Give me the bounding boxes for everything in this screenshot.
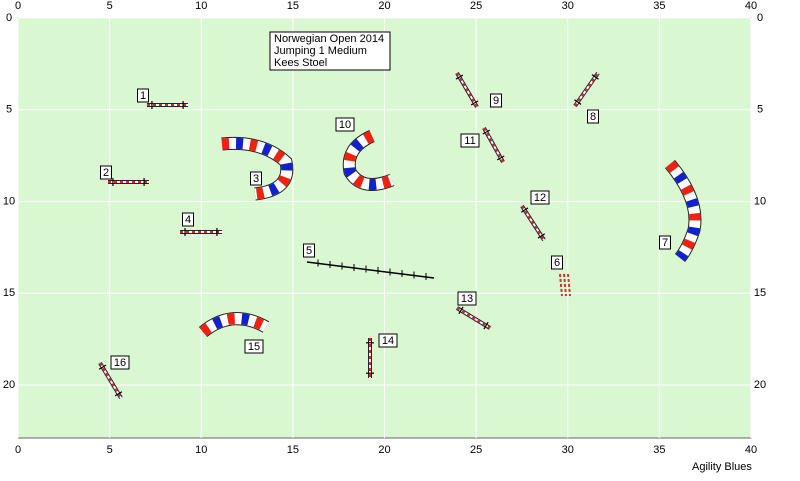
number-box — [335, 117, 355, 132]
x-tick-label: 5 — [107, 444, 113, 456]
x-tick-label: 30 — [562, 444, 574, 456]
y-tick-label: 20 — [3, 379, 15, 391]
jump-stand — [98, 364, 107, 370]
jump-stand — [458, 306, 464, 315]
number-box — [490, 93, 502, 108]
x-tick-label: 35 — [653, 444, 665, 456]
obstacle-number: 7 — [662, 237, 668, 249]
obstacle-number: 15 — [248, 341, 260, 353]
obstacle-number: 5 — [306, 245, 312, 257]
jump-stand — [114, 391, 123, 397]
obstacle-number: 4 — [185, 214, 191, 226]
grid — [17, 17, 752, 438]
number-box — [244, 339, 264, 354]
obstacle-number: 16 — [114, 357, 126, 369]
obstacle-number: 14 — [382, 335, 394, 347]
jump-stand — [537, 233, 546, 239]
jump-bar — [456, 307, 491, 329]
tunnel — [343, 130, 395, 190]
number-box — [659, 235, 671, 250]
tunnel — [665, 160, 701, 262]
x-tick-label: 15 — [287, 444, 299, 456]
number-box — [551, 255, 563, 270]
jump-stand — [574, 99, 582, 105]
jump-bar — [521, 205, 545, 241]
number-box — [110, 355, 130, 370]
jump-bar — [99, 362, 122, 399]
number-box — [182, 212, 194, 227]
wall — [306, 261, 435, 279]
y-tick-label: 10 — [3, 195, 15, 207]
number-box — [100, 165, 112, 180]
jump-bar — [574, 72, 599, 107]
number-box — [303, 243, 315, 258]
x-tick-label: 5 — [107, 0, 113, 12]
obstacle-number: 10 — [339, 119, 351, 131]
x-tick-label: 10 — [195, 444, 207, 456]
x-tick-label: 30 — [562, 0, 574, 12]
jump-stand — [591, 74, 599, 80]
jump-bar — [456, 72, 478, 108]
jump-stand — [470, 100, 479, 106]
x-tick-label: 0 — [15, 444, 21, 456]
obstacle-number: 12 — [534, 192, 546, 204]
number-box — [530, 190, 550, 205]
obstacle-number: 1 — [140, 90, 146, 102]
jump-stand — [482, 129, 491, 135]
number-box — [587, 109, 599, 124]
footer: Agility Blues — [692, 461, 752, 473]
y-tick-label: 0 — [6, 12, 12, 24]
number-box — [137, 88, 149, 103]
y-tick-label: 0 — [757, 12, 763, 24]
x-tick-label: 10 — [195, 0, 207, 12]
number-box — [460, 133, 480, 148]
jump-stand — [483, 321, 489, 330]
number-box — [457, 291, 477, 306]
y-tick-label: 5 — [757, 104, 763, 116]
title-box — [269, 31, 391, 71]
x-tick-label: 25 — [470, 0, 482, 12]
x-tick-label: 0 — [15, 0, 21, 12]
obstacle-number: 13 — [461, 293, 473, 305]
x-tick-label: 15 — [287, 0, 299, 12]
obstacle-number: 8 — [590, 111, 596, 123]
tunnel — [199, 313, 269, 337]
obstacle-number: 3 — [253, 173, 259, 185]
title-line: Kees Stoel — [274, 57, 327, 69]
x-tick-label: 20 — [378, 444, 390, 456]
weave-pole — [563, 273, 567, 297]
x-tick-label: 20 — [378, 0, 390, 12]
title-line: Norwegian Open 2014 — [274, 33, 384, 45]
jump-stand — [496, 155, 505, 161]
y-tick-label: 15 — [754, 287, 766, 299]
obstacle-number: 9 — [493, 95, 499, 107]
y-tick-label: 20 — [754, 379, 766, 391]
x-tick-label: 25 — [470, 444, 482, 456]
x-tick-label: 35 — [653, 0, 665, 12]
jump-stand — [455, 74, 464, 80]
y-tick-label: 5 — [6, 104, 12, 116]
number-box — [378, 333, 398, 348]
title-line: Jumping 1 Medium — [274, 45, 367, 57]
y-tick-label: 10 — [754, 195, 766, 207]
obstacle-number: 11 — [464, 135, 475, 147]
x-tick-label: 40 — [745, 0, 757, 12]
tunnel — [221, 137, 293, 200]
weave-pole — [567, 273, 571, 297]
obstacle-number: 2 — [103, 167, 109, 179]
x-tick-label: 40 — [745, 444, 757, 456]
y-tick-label: 15 — [3, 287, 15, 299]
weave-pole — [559, 273, 563, 297]
jump-stand — [520, 207, 529, 213]
number-box — [250, 171, 262, 186]
jump-bar — [483, 127, 504, 163]
obstacle-number: 6 — [554, 257, 560, 269]
